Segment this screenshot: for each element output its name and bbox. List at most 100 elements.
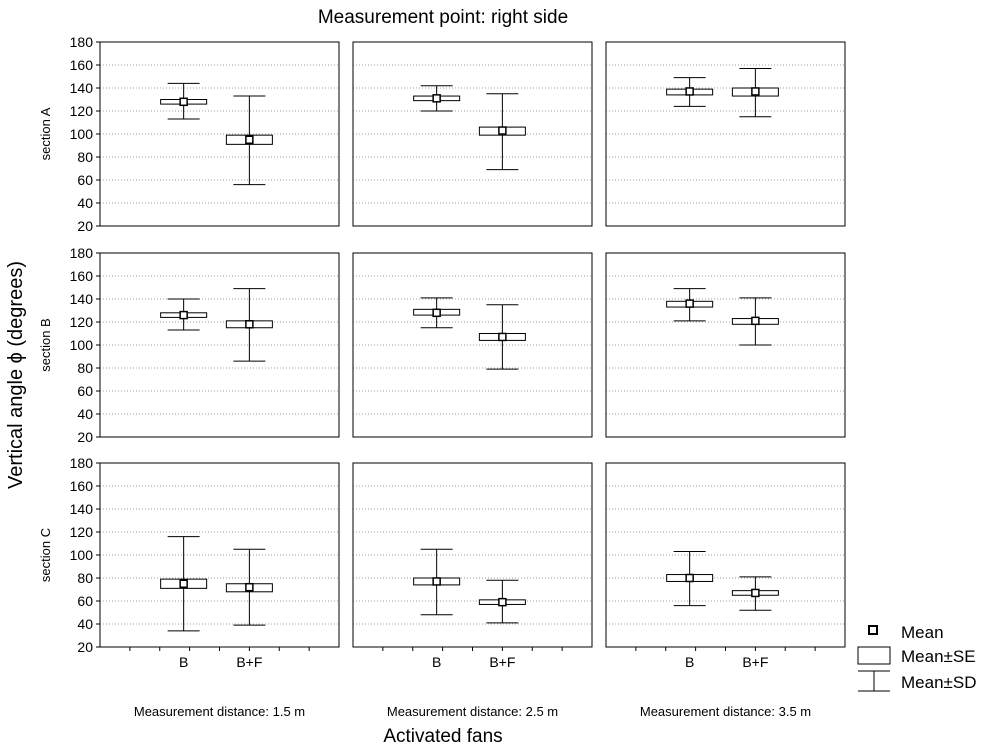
y-tick-label: 160: [70, 57, 94, 73]
y-tick-label: 60: [77, 383, 93, 399]
mean-marker: [685, 573, 694, 583]
mean-marker: [245, 135, 254, 144]
y-tick-label: 180: [70, 245, 94, 261]
y-tick-label: 140: [70, 80, 94, 96]
mean-marker: [685, 87, 694, 96]
mean-marker: [498, 597, 507, 607]
y-tick-label: 140: [70, 501, 94, 517]
panel-frame: [99, 41, 340, 227]
x-tick-label: B: [685, 654, 694, 670]
mean-marker: [751, 87, 760, 96]
panel-frame: [605, 252, 846, 438]
box-group-B+F: [225, 288, 273, 362]
x-tick-label: B+F: [236, 654, 262, 670]
row-label: section A: [38, 107, 53, 160]
column-label: Measurement distance: 1.5 m: [134, 704, 305, 719]
mean-marker: [432, 308, 441, 318]
mean-marker: [245, 582, 254, 592]
column-label: Measurement distance: 3.5 m: [640, 704, 811, 719]
panel-frame: [605, 41, 846, 227]
box-group-B+F: [731, 297, 779, 346]
y-tick-label: 180: [70, 455, 94, 471]
y-tick-label: 100: [70, 126, 94, 142]
legend-se-label: Mean±SE: [901, 647, 976, 666]
box-group-B: [666, 77, 714, 107]
y-tick-label: 120: [70, 103, 94, 119]
box-group-B+F: [478, 579, 526, 624]
y-tick-label: 100: [70, 337, 94, 353]
y-tick-label: 160: [70, 268, 94, 284]
y-tick-label: 120: [70, 524, 94, 540]
box-group-B: [666, 288, 714, 322]
panel-r1-c1: [352, 252, 593, 438]
panel-r1-c2: [605, 252, 846, 438]
x-tick-label: B+F: [489, 654, 515, 670]
panel-frame: [352, 252, 593, 438]
box-group-B: [160, 536, 208, 632]
y-tick-label: 120: [70, 314, 94, 330]
x-tick-label: B: [179, 654, 188, 670]
y-tick-label: 80: [77, 149, 93, 165]
box-group-B+F: [225, 95, 273, 186]
box-group-B: [160, 298, 208, 331]
box-group-B: [413, 297, 461, 329]
box-group-B: [160, 82, 208, 120]
y-tick-label: 80: [77, 570, 93, 586]
mean-marker: [751, 316, 760, 326]
panel-frame: [99, 462, 340, 648]
panel-r0-c1: [352, 41, 593, 227]
panel-r2-c1: B B+F Measurement distance: 2.5 m: [352, 462, 593, 719]
legend: Mean Mean±SE Mean±SD: [857, 623, 976, 692]
x-tick-label: B: [432, 654, 441, 670]
box-group-B: [666, 551, 714, 607]
chart-title: Measurement point: right side: [318, 7, 568, 28]
box-group-B+F: [225, 548, 273, 626]
x-tick-label: B+F: [742, 654, 768, 670]
legend-se-symbol: [857, 646, 891, 665]
y-tick-label: 140: [70, 291, 94, 307]
box-group-B+F: [731, 67, 779, 118]
panel-r1-c0: 20 40 60 80 100 120 140 160 180 section B: [38, 245, 340, 445]
panel-r2-c0: 20 40 60 80 100 120 140 160 180 section C B B+F Meas…: [38, 455, 340, 719]
y-tick-label: 40: [77, 616, 93, 632]
panel-r0-c0: 20 40 60 80 100 120 140 160 180 section A: [38, 34, 340, 234]
y-tick-label: 20: [77, 429, 93, 445]
mean-marker: [179, 310, 188, 320]
panel-r0-c2: [605, 41, 846, 227]
box-group-B+F: [478, 304, 526, 370]
y-tick-label: 40: [77, 406, 93, 422]
legend-sd-label: Mean±SD: [901, 673, 976, 692]
legend-mean-symbol: [868, 625, 878, 635]
y-tick-label: 80: [77, 360, 93, 376]
mean-marker: [179, 97, 188, 107]
mean-marker: [751, 588, 760, 598]
y-tick-label: 100: [70, 547, 94, 563]
panel-frame: [352, 462, 593, 648]
mean-marker: [432, 94, 441, 103]
mean-marker: [498, 332, 507, 342]
panel-frame: [605, 462, 846, 648]
mean-marker: [498, 126, 507, 135]
panel-frame: [352, 41, 593, 227]
y-tick-label: 60: [77, 593, 93, 609]
box-group-B+F: [478, 93, 526, 171]
y-tick-label: 20: [77, 218, 93, 234]
y-tick-label: 180: [70, 34, 94, 50]
box-group-B: [413, 85, 461, 112]
x-axis-label: Activated fans: [383, 726, 502, 747]
mean-marker: [179, 579, 188, 588]
legend-mean-label: Mean: [901, 623, 944, 642]
y-tick-label: 40: [77, 195, 93, 211]
box-group-B+F: [731, 576, 779, 611]
box-group-B: [413, 548, 461, 616]
y-tick-label: 60: [77, 172, 93, 188]
y-axis-label: Vertical angle ϕ (degrees): [5, 261, 27, 489]
mean-marker: [685, 299, 694, 308]
panel-frame: [99, 252, 340, 438]
mean-marker: [245, 320, 254, 329]
row-label: section C: [38, 528, 53, 582]
y-tick-label: 160: [70, 478, 94, 494]
panels-grid: 20 40 60 80 100 120 140 160 180 section A 20 40 60 80…: [38, 34, 846, 719]
mean-marker: [432, 577, 441, 586]
